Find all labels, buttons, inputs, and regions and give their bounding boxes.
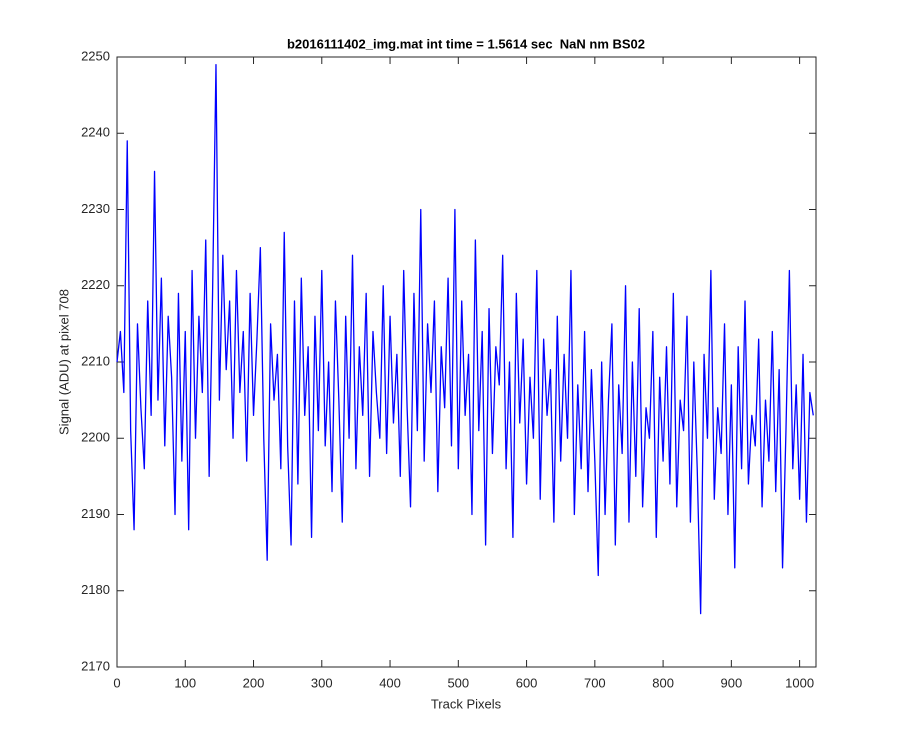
x-tick-label: 0 [113, 675, 120, 690]
x-tick-label: 400 [379, 675, 401, 690]
y-tick-label: 2200 [81, 430, 110, 445]
y-tick-label: 2190 [81, 506, 110, 521]
y-tick-label: 2210 [81, 353, 110, 368]
x-tick-label: 500 [447, 675, 469, 690]
data-line [116, 63, 814, 615]
x-tick-label: 800 [652, 675, 674, 690]
x-tick-label: 700 [584, 675, 606, 690]
y-tick-label: 2230 [81, 201, 110, 216]
y-axis-label: Signal (ADU) at pixel 708 [56, 289, 71, 435]
x-tick-label: 600 [516, 675, 538, 690]
x-axis-label: Track Pixels [431, 696, 502, 711]
plot-area [116, 56, 817, 668]
chart-title: b2016111402_img.mat int time = 1.5614 se… [287, 36, 645, 51]
x-tick-label: 1000 [785, 675, 814, 690]
x-tick-label: 300 [311, 675, 333, 690]
y-tick-label: 2170 [81, 658, 110, 673]
x-tick-label: 100 [174, 675, 196, 690]
y-tick-label: 2180 [81, 582, 110, 597]
x-tick-label: 200 [243, 675, 265, 690]
y-tick-label: 2240 [81, 125, 110, 140]
y-tick-label: 2250 [81, 48, 110, 63]
y-tick-label: 2220 [81, 277, 110, 292]
x-tick-label: 900 [721, 675, 743, 690]
